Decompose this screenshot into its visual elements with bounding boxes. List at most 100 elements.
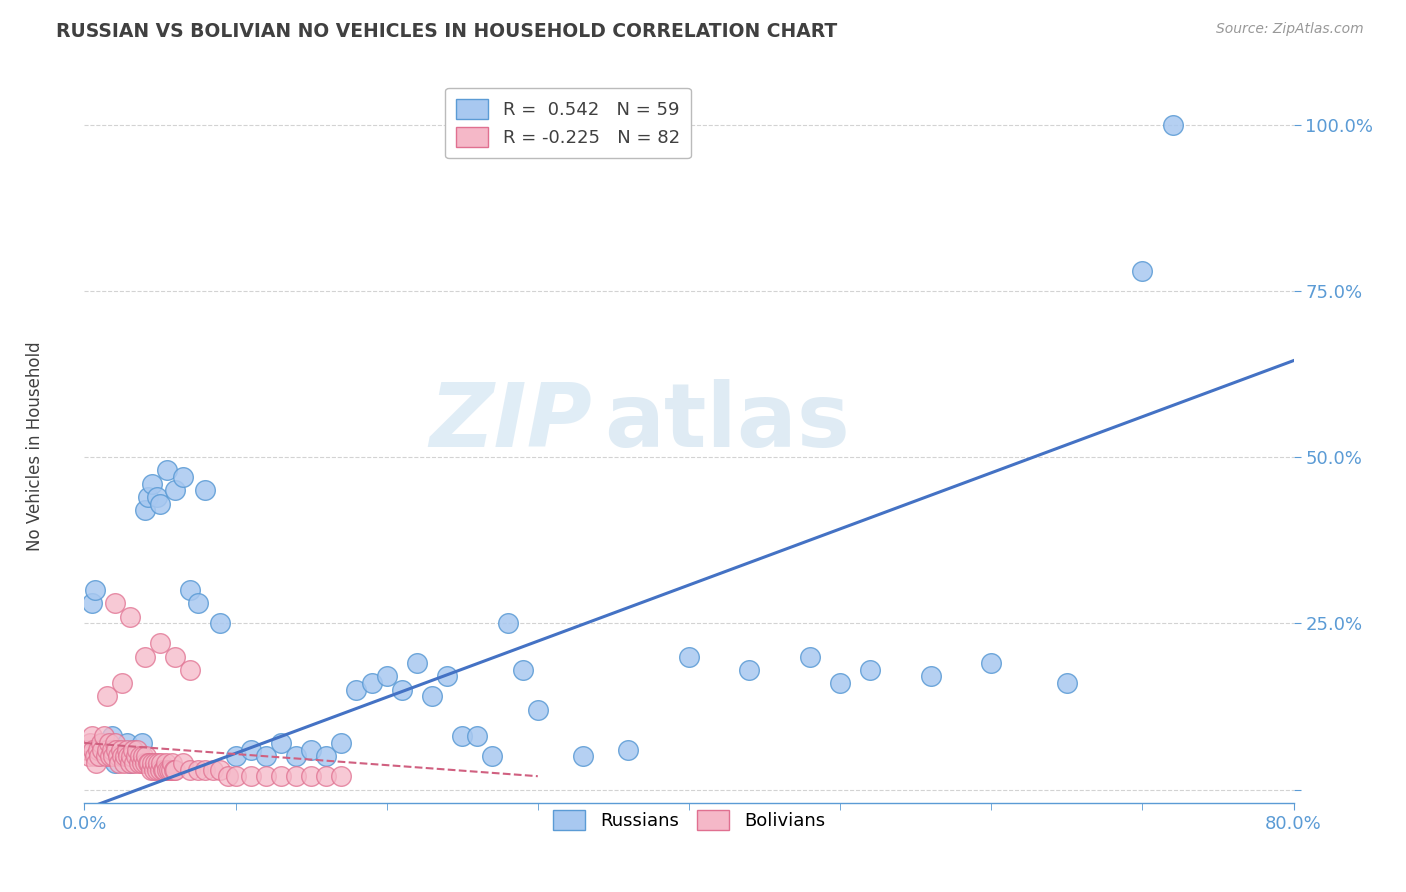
Point	[132, 749, 155, 764]
Point	[86, 756, 108, 770]
Point	[84, 749, 107, 764]
Point	[93, 729, 115, 743]
Point	[141, 756, 163, 770]
Point	[128, 756, 150, 770]
Point	[79, 736, 101, 750]
Point	[122, 756, 145, 770]
Point	[330, 736, 353, 750]
Point	[179, 663, 201, 677]
Point	[94, 749, 117, 764]
Point	[82, 742, 104, 756]
Point	[194, 483, 217, 498]
Point	[830, 676, 852, 690]
Point	[1161, 118, 1184, 132]
Point	[153, 763, 176, 777]
Point	[98, 749, 121, 764]
Point	[105, 742, 128, 756]
Point	[239, 769, 262, 783]
Point	[129, 749, 152, 764]
Point	[118, 756, 141, 770]
Point	[139, 763, 162, 777]
Point	[127, 742, 149, 756]
Point	[104, 756, 127, 770]
Point	[467, 729, 489, 743]
Point	[90, 736, 112, 750]
Point	[187, 596, 209, 610]
Point	[360, 676, 382, 690]
Point	[179, 582, 201, 597]
Point	[117, 749, 139, 764]
Text: No Vehicles in Household: No Vehicles in Household	[27, 341, 44, 551]
Point	[96, 742, 118, 756]
Point	[136, 756, 159, 770]
Point	[157, 763, 180, 777]
Point	[138, 756, 160, 770]
Point	[104, 736, 127, 750]
Point	[159, 763, 181, 777]
Point	[96, 742, 118, 756]
Point	[527, 703, 550, 717]
Point	[141, 476, 163, 491]
Point	[134, 756, 156, 770]
Point	[77, 749, 100, 764]
Point	[149, 636, 172, 650]
Point	[315, 769, 337, 783]
Point	[285, 749, 308, 764]
Point	[89, 749, 111, 764]
Point	[110, 742, 132, 756]
Point	[920, 669, 942, 683]
Point	[209, 616, 232, 631]
Point	[104, 596, 127, 610]
Point	[84, 582, 107, 597]
Point	[285, 769, 308, 783]
Point	[100, 742, 122, 756]
Point	[118, 609, 141, 624]
Text: RUSSIAN VS BOLIVIAN NO VEHICLES IN HOUSEHOLD CORRELATION CHART: RUSSIAN VS BOLIVIAN NO VEHICLES IN HOUSE…	[56, 22, 838, 41]
Point	[299, 742, 322, 756]
Point	[121, 742, 143, 756]
Point	[120, 749, 142, 764]
Point	[156, 463, 179, 477]
Point	[162, 763, 184, 777]
Point	[1130, 264, 1153, 278]
Point	[112, 756, 135, 770]
Point	[179, 763, 201, 777]
Point	[146, 490, 169, 504]
Point	[172, 470, 194, 484]
Point	[678, 649, 700, 664]
Point	[107, 742, 129, 756]
Point	[209, 763, 232, 777]
Point	[451, 729, 474, 743]
Point	[149, 763, 172, 777]
Point	[107, 749, 129, 764]
Point	[136, 490, 159, 504]
Point	[146, 763, 169, 777]
Point	[111, 676, 134, 690]
Point	[101, 749, 124, 764]
Point	[165, 763, 187, 777]
Point	[121, 742, 143, 756]
Point	[89, 749, 111, 764]
Point	[148, 756, 170, 770]
Point	[135, 749, 157, 764]
Text: ZIP: ZIP	[429, 379, 592, 466]
Point	[150, 756, 173, 770]
Point	[859, 663, 882, 677]
Point	[165, 483, 187, 498]
Point	[142, 763, 165, 777]
Point	[254, 749, 277, 764]
Point	[165, 649, 187, 664]
Point	[315, 749, 337, 764]
Text: Source: ZipAtlas.com: Source: ZipAtlas.com	[1216, 22, 1364, 37]
Point	[118, 756, 141, 770]
Point	[100, 729, 122, 743]
Point	[512, 663, 534, 677]
Point	[217, 769, 239, 783]
Point	[194, 763, 217, 777]
Point	[239, 742, 262, 756]
Point	[111, 749, 134, 764]
Point	[96, 690, 118, 704]
Point	[225, 749, 247, 764]
Point	[436, 669, 458, 683]
Point	[97, 736, 120, 750]
